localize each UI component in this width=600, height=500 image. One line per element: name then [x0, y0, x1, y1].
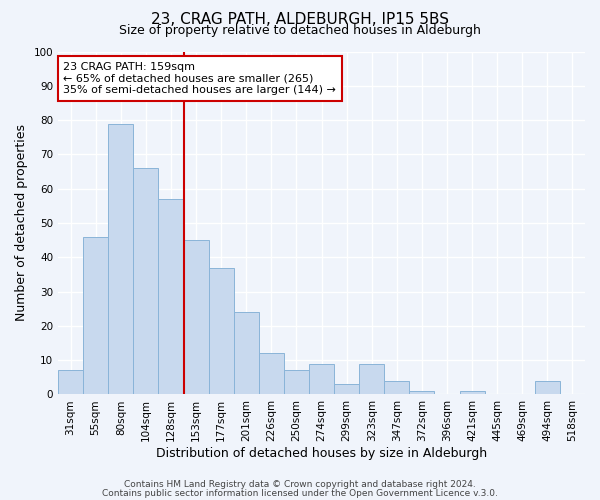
X-axis label: Distribution of detached houses by size in Aldeburgh: Distribution of detached houses by size … [156, 447, 487, 460]
Bar [409, 391, 434, 394]
Y-axis label: Number of detached properties: Number of detached properties [15, 124, 28, 322]
Bar [133, 168, 158, 394]
Bar [233, 312, 259, 394]
Text: Contains HM Land Registry data © Crown copyright and database right 2024.: Contains HM Land Registry data © Crown c… [124, 480, 476, 489]
Bar [83, 236, 108, 394]
Bar [184, 240, 209, 394]
Bar [209, 268, 233, 394]
Bar [460, 391, 485, 394]
Bar [309, 364, 334, 394]
Bar [359, 364, 384, 394]
Bar [58, 370, 83, 394]
Bar [108, 124, 133, 394]
Text: 23 CRAG PATH: 159sqm
← 65% of detached houses are smaller (265)
35% of semi-deta: 23 CRAG PATH: 159sqm ← 65% of detached h… [64, 62, 336, 95]
Text: Size of property relative to detached houses in Aldeburgh: Size of property relative to detached ho… [119, 24, 481, 37]
Text: 23, CRAG PATH, ALDEBURGH, IP15 5BS: 23, CRAG PATH, ALDEBURGH, IP15 5BS [151, 12, 449, 28]
Text: Contains public sector information licensed under the Open Government Licence v.: Contains public sector information licen… [102, 488, 498, 498]
Bar [259, 354, 284, 395]
Bar [284, 370, 309, 394]
Bar [535, 380, 560, 394]
Bar [384, 380, 409, 394]
Bar [334, 384, 359, 394]
Bar [158, 199, 184, 394]
